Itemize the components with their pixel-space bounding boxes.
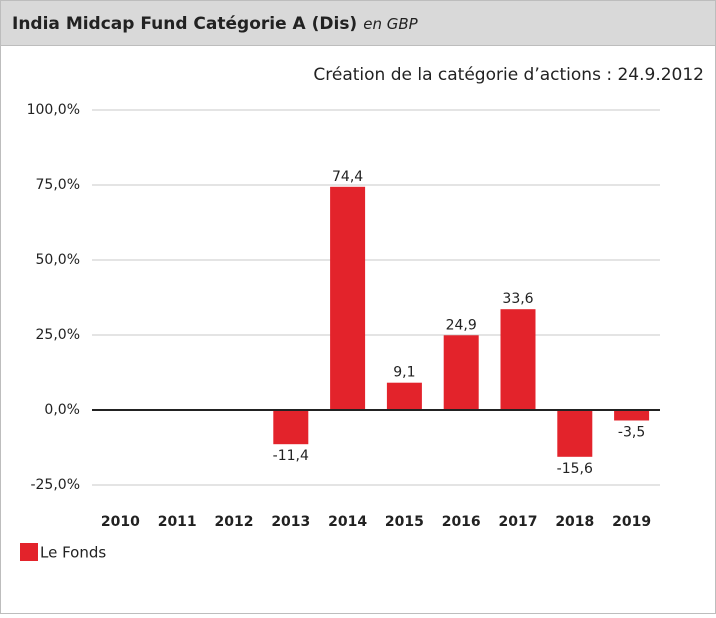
- bar: [557, 410, 593, 457]
- header-bar: [0, 0, 716, 46]
- y-tick-label: 75,0%: [36, 177, 80, 193]
- y-tick-label: -25,0%: [30, 477, 80, 493]
- x-tick-label: 2015: [385, 514, 424, 530]
- legend-label: Le Fonds: [40, 544, 106, 562]
- x-tick-label: 2019: [612, 514, 651, 530]
- title-note: en GBP: [363, 15, 418, 33]
- x-tick-label: 2012: [215, 514, 254, 530]
- x-tick-label: 2011: [158, 514, 197, 530]
- x-tick-label: 2017: [499, 514, 538, 530]
- bar: [386, 382, 422, 410]
- legend-swatch: [20, 543, 38, 561]
- value-label: 33,6: [502, 291, 533, 307]
- value-label: 24,9: [446, 317, 477, 333]
- subtitle: Création de la catégorie d’actions : 24.…: [313, 65, 704, 85]
- chart-title: India Midcap Fund Catégorie A (Dis) en GB…: [12, 14, 419, 34]
- x-tick-label: 2016: [442, 514, 481, 530]
- bar: [443, 335, 479, 410]
- title-main: India Midcap Fund Catégorie A (Dis): [12, 14, 357, 34]
- y-tick-label: 0,0%: [44, 402, 80, 418]
- bar: [500, 309, 536, 410]
- bar: [330, 186, 366, 410]
- y-tick-label: 25,0%: [36, 327, 80, 343]
- x-tick-label: 2010: [101, 514, 140, 530]
- value-label: -11,4: [273, 448, 309, 464]
- value-label: 74,4: [332, 169, 363, 185]
- value-label: -3,5: [618, 425, 645, 441]
- value-label: -15,6: [557, 461, 593, 477]
- y-tick-label: 50,0%: [36, 252, 80, 268]
- y-tick-label: 100,0%: [27, 102, 80, 118]
- bar: [614, 410, 650, 421]
- value-label: 9,1: [393, 365, 415, 381]
- x-tick-label: 2014: [328, 514, 367, 530]
- x-tick-label: 2018: [555, 514, 594, 530]
- bar: [273, 410, 309, 445]
- x-tick-label: 2013: [271, 514, 310, 530]
